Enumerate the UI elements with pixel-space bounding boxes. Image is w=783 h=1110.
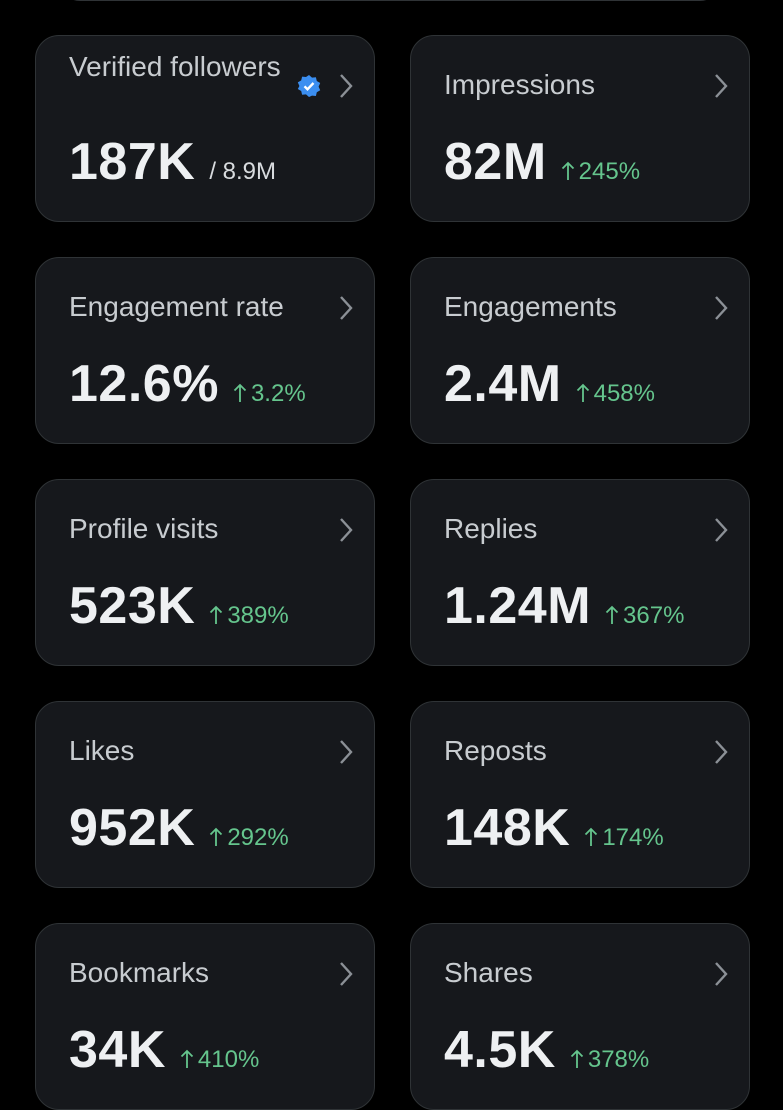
metric-value: 187K [69,133,196,191]
metric-value: 4.5K [444,1021,556,1079]
metric-card[interactable]: Impressions 82M 245% [410,35,750,222]
metric-change: 389% [209,602,289,630]
chevron [715,962,728,986]
change-text: 174% [602,824,664,851]
chevron [340,740,353,764]
change-text: 292% [227,824,289,851]
metric-label: Profile visits [69,513,219,544]
metric-value: 12.6% [69,355,219,413]
metric-change: 292% [209,824,289,852]
metric-label: Shares [444,957,533,988]
up-arrow [576,383,589,402]
value-row: 82M 245% [444,132,640,192]
metric-card[interactable]: Verified followers 187K / 8.9M [35,35,375,222]
chevron [715,518,728,542]
metric-card[interactable]: Engagements 2.4M 458% [410,257,750,444]
metric-value: 82M [444,133,547,191]
change-text: 367% [623,602,685,629]
up-arrow [210,605,223,624]
metric-card[interactable]: Profile visits 523K 389% [35,479,375,666]
change-text: 410% [197,1046,260,1073]
partial-card [60,0,720,1]
up-arrow [605,605,619,624]
change-text: 3.2% [250,380,306,407]
metric-change: 367% [605,602,684,630]
chevron [340,296,353,320]
value-row: 523K 389% [69,576,289,636]
chevron [340,962,353,986]
metric-change: 174% [584,824,664,852]
chevron [340,74,353,98]
metric-value: 523K [69,577,196,635]
up-arrow [233,383,247,402]
metric-card[interactable]: Likes 952K 292% [35,701,375,888]
chevron [715,296,728,320]
metric-change: 410% [180,1046,259,1074]
metric-label: Verified followers [69,51,281,82]
metric-value: 1.24M [444,577,592,635]
chevron [340,518,353,542]
value-row: 148K 174% [444,798,664,858]
metric-card[interactable]: Shares 4.5K 378% [410,923,750,1110]
metric-change: 378% [570,1046,649,1074]
metric-label: Engagement rate [69,291,284,322]
metric-card[interactable]: Engagement rate 12.6% 3.2% [35,257,375,444]
value-row: 1.24M 367% [444,576,684,636]
metric-value: 2.4M [444,355,562,413]
verified-badge [297,75,321,97]
metric-label: Likes [69,735,135,766]
change-text: 245% [578,158,641,185]
metric-value: 148K [444,799,571,857]
value-row: 952K 292% [69,798,289,858]
metric-card[interactable]: Reposts 148K 174% [410,701,750,888]
value-row: 2.4M 458% [444,354,655,414]
metric-value: 34K [69,1021,166,1079]
metric-value: 952K [69,799,196,857]
metric-change: 458% [576,380,655,408]
up-arrow [585,827,598,846]
metric-label: Impressions [444,69,595,100]
metric-change: 245% [561,158,640,186]
up-arrow [180,1049,194,1068]
up-arrow [570,1049,583,1068]
up-arrow [210,827,223,846]
metric-label: Reposts [444,735,547,766]
metric-card[interactable]: Bookmarks 34K 410% [35,923,375,1110]
value-row: 12.6% 3.2% [69,354,306,414]
value-row: 34K 410% [69,1020,259,1080]
chevron [715,740,728,764]
metric-total: / 8.9M [209,158,277,185]
metric-card[interactable]: Replies 1.24M 367% [410,479,750,666]
metric-label: Bookmarks [69,957,210,988]
change-text: 389% [227,602,289,629]
metric-label: Replies [444,513,538,544]
up-arrow [561,161,574,180]
chevron [715,74,728,98]
metric-change: 3.2% [233,380,306,408]
value-row: 187K / 8.9M [69,132,276,192]
change-text: 458% [593,380,655,407]
value-row: 4.5K 378% [444,1020,649,1080]
change-text: 378% [587,1046,650,1073]
metric-label: Engagements [444,291,617,322]
